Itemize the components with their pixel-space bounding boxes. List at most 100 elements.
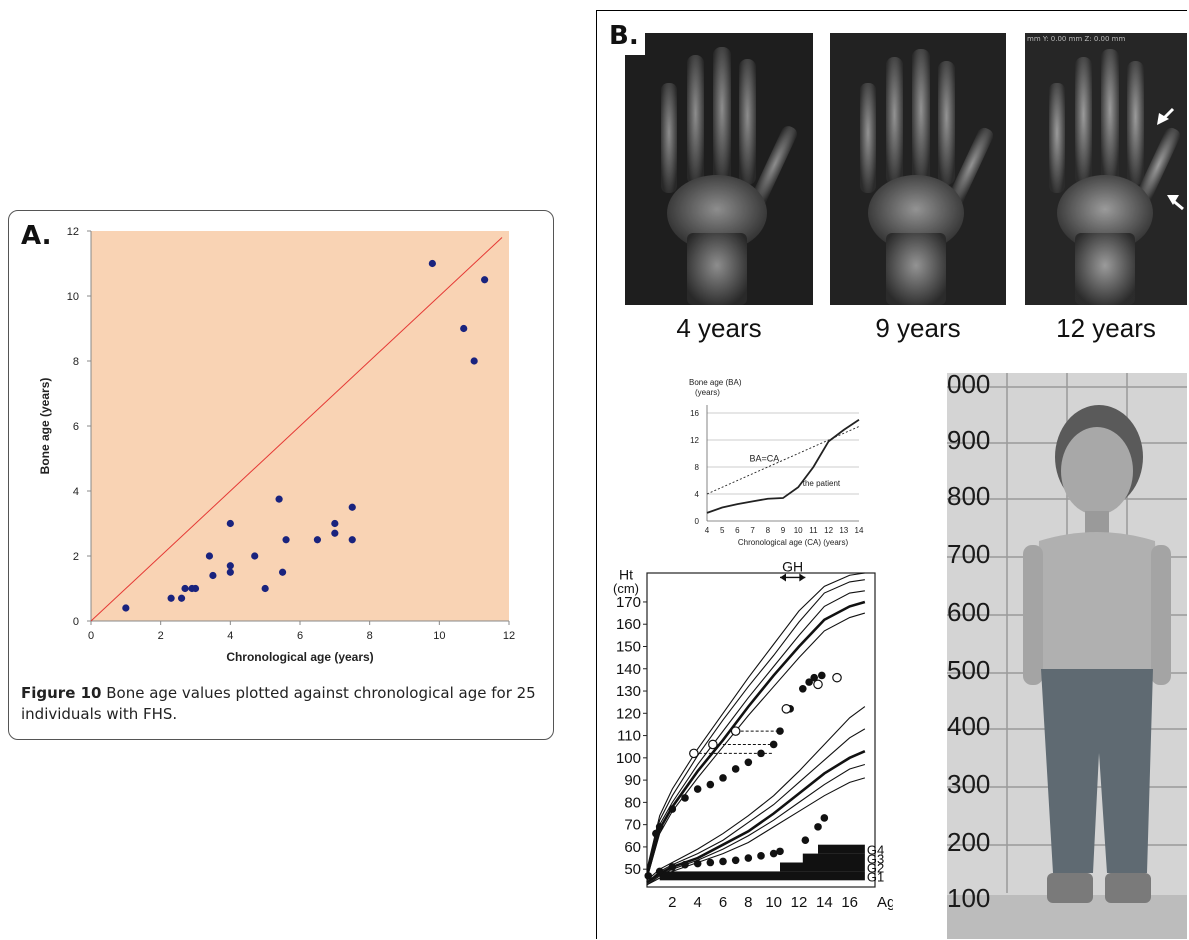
data-point [226, 568, 234, 576]
growth-point-filled [769, 740, 778, 749]
data-point [348, 536, 356, 544]
x-tick-label: 4 [227, 630, 233, 642]
y-tick-label: 170 [616, 594, 641, 611]
data-point [313, 536, 322, 544]
y-axis-label-line2: (cm) [613, 581, 639, 596]
reference-curve [646, 749, 866, 884]
xray-image-3: mm Y: 0.00 mm Z: 0.00 mm [1025, 33, 1187, 305]
x-tick-label: 12 [791, 894, 808, 911]
x-tick-label: 12 [824, 526, 833, 535]
x-tick-label: 2 [158, 630, 164, 642]
data-point [261, 584, 269, 593]
data-point [167, 594, 175, 602]
growth-point-filled [810, 673, 818, 682]
patient-photo: 000 900 800 700 600 500 400 300 200 100 [947, 373, 1187, 939]
x-axis-label: Chronological age (CA) (years) [738, 538, 849, 547]
reference-line [90, 237, 503, 622]
growth-point-open [813, 679, 823, 690]
height-scale-label: 700 [947, 539, 991, 569]
x-tick-label: 4 [705, 526, 710, 535]
growth-point-filled [769, 849, 778, 858]
xray-image-2 [830, 33, 1006, 305]
growth-point-filled [757, 749, 765, 758]
growth-point-filled [799, 685, 807, 693]
annotation-patient: the patient [803, 479, 841, 488]
x-tick-label: 16 [841, 894, 858, 911]
data-point [481, 276, 489, 284]
data-point [331, 519, 339, 528]
growth-point-filled [744, 758, 753, 767]
xray-overlay-text: mm Y: 0.00 mm Z: 0.00 mm [1027, 35, 1126, 43]
data-point [181, 584, 189, 593]
y-tick-label: 16 [690, 409, 699, 418]
data-point [122, 604, 130, 612]
data-point [191, 584, 200, 593]
y-tick-label: 110 [617, 728, 641, 745]
growth-point-filled [706, 780, 715, 789]
data-point [460, 324, 468, 333]
arrow-icon [1167, 195, 1184, 211]
y-tick-label: 100 [616, 750, 641, 767]
height-scale-label: 000 [947, 373, 991, 399]
growth-point-filled [776, 727, 784, 735]
y-tick-label: 80 [624, 794, 641, 811]
x-tick-label: 6 [719, 894, 727, 911]
growth-point-filled [719, 774, 727, 782]
x-tick-label: 9 [781, 526, 786, 535]
reference-curve [646, 706, 866, 881]
panel-a: A. 0 2 4 6 8 10 12 0 2 4 6 8 10 12 Chronological age (… [8, 210, 554, 740]
plot-frame [646, 572, 876, 888]
xray-label-3: 12 years [1056, 313, 1156, 343]
y-tick-label: 4 [73, 486, 79, 498]
y-axis-label-line1: Ht [619, 567, 633, 583]
data-point [348, 503, 356, 511]
xray-label-2: 9 years [875, 313, 961, 343]
stage-label: G1 [867, 869, 884, 884]
data-point [251, 552, 259, 560]
x-tick-label: 10 [794, 526, 803, 535]
stage-label: G2 [867, 861, 884, 876]
growth-point-filled [820, 814, 829, 822]
y-tick-label: 6 [73, 421, 79, 433]
y-tick-label: 2 [73, 551, 79, 563]
y-tick-label: 12 [690, 436, 699, 445]
arrow-icon [1157, 107, 1175, 125]
panel-a-label: A. [21, 221, 52, 251]
x-tick-label: 6 [297, 630, 303, 642]
growth-point-filled [655, 867, 664, 876]
x-tick-label: 13 [839, 526, 848, 535]
height-scale-label: 800 [947, 481, 991, 511]
data-point [226, 519, 234, 528]
caption-text: Bone age values plotted against chronolo… [21, 684, 536, 723]
gh-label: GH [782, 559, 803, 574]
xray-image-1 [625, 33, 813, 305]
gh-arrow-head [799, 573, 806, 582]
y-tick-label: 4 [695, 490, 700, 499]
puberty-stage-bar [818, 844, 865, 854]
x-tick-label: 8 [744, 894, 752, 911]
y-tick-label: 8 [695, 463, 700, 472]
growth-point-filled [693, 859, 702, 868]
growth-point-open [832, 672, 842, 683]
reference-curve [645, 600, 866, 877]
x-tick-label: 4 [693, 894, 701, 911]
hand-xray-graphic [830, 33, 1006, 305]
y-tick-label: 130 [616, 683, 641, 700]
y-tick-label: 160 [616, 616, 641, 633]
growth-point-filled [801, 836, 810, 845]
growth-point-filled [814, 823, 822, 831]
reference-curve [646, 728, 866, 883]
growth-point-filled [644, 872, 653, 880]
x-tick-label: 2 [668, 894, 676, 911]
growth-point-filled [681, 860, 689, 869]
x-tick-label: 8 [367, 630, 373, 642]
data-point [428, 259, 436, 268]
stage-label: G3 [867, 852, 884, 867]
y-tick-label: 0 [73, 616, 79, 628]
growth-point-filled [681, 794, 689, 802]
caption-bold: Figure 10 [21, 684, 102, 702]
x-tick-label: 14 [855, 526, 864, 535]
y-tick-label: 10 [67, 291, 79, 303]
reference-curve [646, 763, 866, 886]
data-point [226, 562, 234, 570]
